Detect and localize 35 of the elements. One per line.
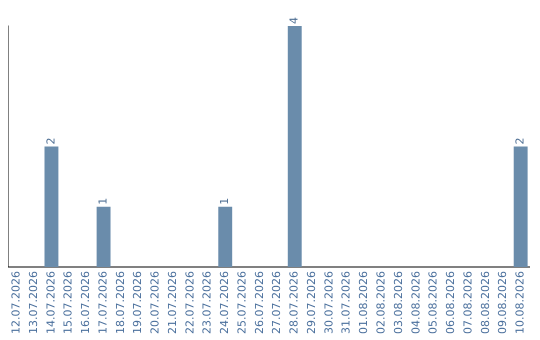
- x-tick-label: 07.08.2026: [461, 271, 474, 334]
- x-tick-label: 08.08.2026: [478, 271, 492, 334]
- x-tick-label: 25.07.2026: [235, 271, 248, 334]
- data-label: 2: [514, 138, 527, 145]
- x-tick-label: 28.07.2026: [288, 271, 301, 334]
- data-label: 2: [44, 138, 58, 145]
- x-tick-label: 31.07.2026: [340, 271, 353, 334]
- x-tick-label: 12.07.2026: [10, 271, 23, 334]
- data-label: 1: [218, 198, 232, 205]
- x-tick-label: 29.07.2026: [304, 271, 318, 334]
- x-tick-label: 04.08.2026: [409, 271, 422, 334]
- data-label: 4: [288, 17, 301, 24]
- data-label: 1: [96, 198, 110, 205]
- x-tick-label: 06.08.2026: [444, 271, 458, 334]
- x-tick-label: 02.08.2026: [374, 271, 388, 334]
- x-tick-label: 09.08.2026: [496, 271, 510, 334]
- x-tick-label: 14.07.2026: [44, 271, 58, 334]
- x-tick-label: 17.07.2026: [96, 271, 110, 334]
- x-tick-label: 20.07.2026: [148, 271, 162, 334]
- x-tick-label: 27.07.2026: [270, 271, 284, 334]
- x-tick-label: 13.07.2026: [26, 271, 40, 334]
- x-tick-label: 01.08.2026: [357, 271, 370, 334]
- x-tick-label: 24.07.2026: [218, 271, 232, 334]
- x-tick-label: 03.08.2026: [392, 271, 405, 334]
- x-tick-label: 23.07.2026: [200, 271, 214, 334]
- x-tick-label: 30.07.2026: [322, 271, 336, 334]
- x-tick-label: 05.08.2026: [426, 271, 440, 334]
- x-tick-label: 15.07.2026: [62, 271, 75, 334]
- x-tick-label: 19.07.2026: [131, 271, 144, 334]
- x-tick-label: 18.07.2026: [114, 271, 127, 334]
- x-tick-label: 16.07.2026: [79, 271, 92, 334]
- x-tick-label: 22.07.2026: [183, 271, 196, 334]
- x-tick-label: 26.07.2026: [252, 271, 266, 334]
- x-tick-label: 10.08.2026: [514, 271, 527, 334]
- x-tick-label: 21.07.2026: [166, 271, 179, 334]
